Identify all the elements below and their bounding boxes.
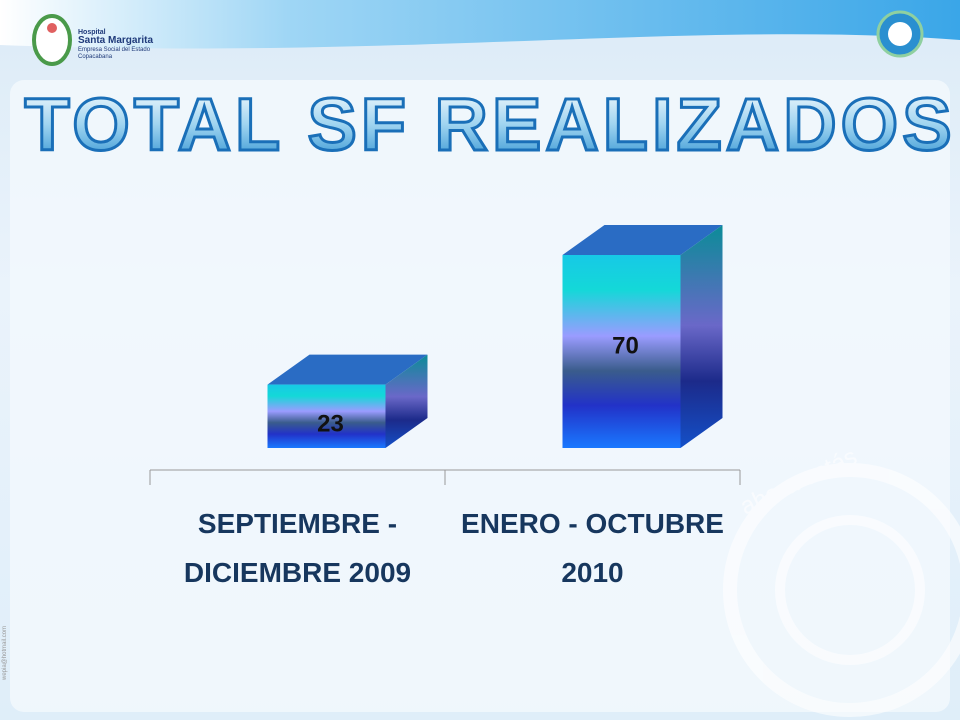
- logo-right: [876, 10, 924, 58]
- chart-title: TOTAL SF REALIZADOS: [24, 83, 955, 166]
- header-band: [0, 0, 960, 49]
- bar-top: [267, 354, 428, 385]
- logo-text: Empresa Social del Estado: [78, 47, 151, 53]
- bar: [267, 384, 386, 448]
- bar-side: [385, 354, 428, 448]
- data-label: 70: [612, 333, 639, 360]
- logo-text: Hospital: [78, 29, 106, 36]
- bar-top: [562, 225, 723, 255]
- logo-text: Copacabana: [78, 54, 113, 60]
- side-note: wepia@hotmail.com: [2, 626, 8, 681]
- content-panel: [10, 80, 950, 712]
- logo-left: Hospital Santa Margarita Empresa Social …: [32, 14, 153, 66]
- bar: [562, 255, 681, 448]
- logo-text: Santa Margarita: [78, 35, 153, 46]
- data-label: 23: [317, 410, 344, 437]
- x-tick-label: ENERO - OCTUBRE 2010: [461, 508, 724, 588]
- x-tick-label: SEPTIEMBRE - DICIEMBRE 2009: [183, 508, 412, 588]
- bar-side: [680, 225, 723, 448]
